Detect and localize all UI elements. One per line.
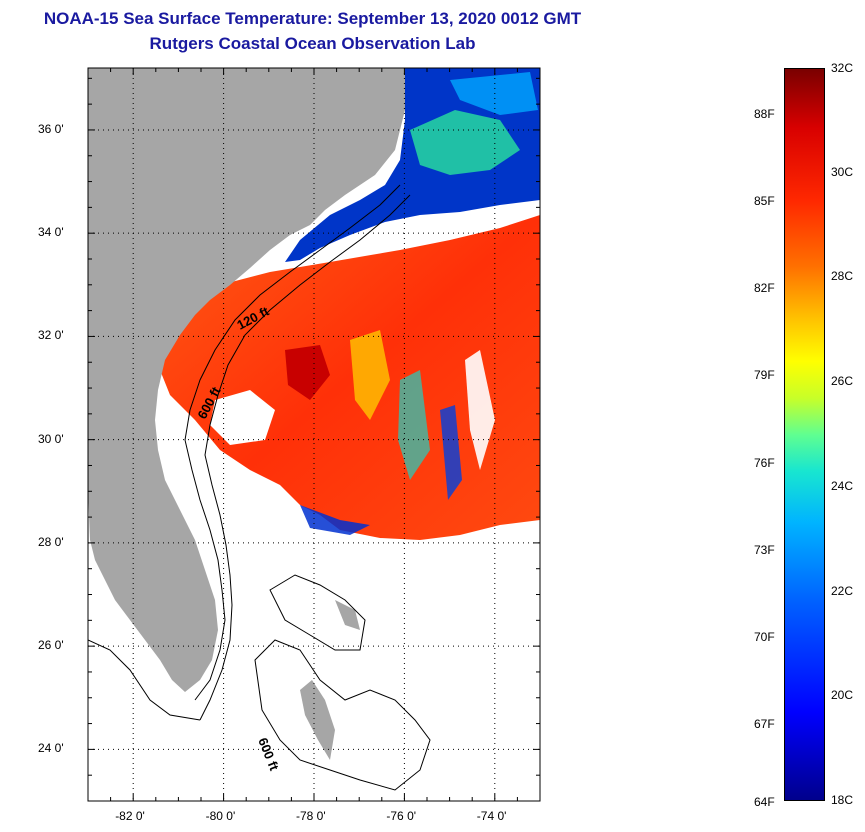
map-subtitle: Rutgers Coastal Ocean Observation Lab xyxy=(149,34,476,53)
lon-label: -74 0' xyxy=(476,809,507,823)
lon-label: -80 0' xyxy=(205,809,236,823)
lat-label: 32 0' xyxy=(38,328,64,343)
northern-green-patch xyxy=(410,110,520,175)
contour-120ft xyxy=(184,184,401,701)
lon-label: -82 0' xyxy=(115,809,145,823)
land-bahamas-1 xyxy=(300,680,335,760)
colorbar-fahrenheit-label: 79F xyxy=(754,368,775,383)
mixed-streak-2 xyxy=(398,370,430,480)
colorbar-celsius-label: 24C xyxy=(831,478,854,493)
colorbar-fahrenheit-label: 82F xyxy=(754,281,775,296)
colorbar-celsius-label: 30C xyxy=(831,164,854,179)
colorbar-celsius-label: 32C xyxy=(831,61,854,75)
lon-label: -78 0' xyxy=(296,809,326,823)
contour-600ft xyxy=(199,194,411,721)
colorbar-celsius-label: 20C xyxy=(831,688,854,703)
clear-gap xyxy=(210,390,275,445)
colorbar-fahrenheit-label: 70F xyxy=(754,630,775,645)
graticule xyxy=(88,68,540,801)
temperature-colorbar xyxy=(784,68,825,801)
colorbar-fahrenheit-label: 73F xyxy=(754,542,775,557)
lat-label: 34 0' xyxy=(38,225,64,240)
land-southeast-us xyxy=(88,68,405,692)
colorbar-fahrenheit-label: 67F xyxy=(754,717,775,732)
hot-core-patch xyxy=(285,345,330,400)
colorbar-celsius-label: 26C xyxy=(831,374,854,389)
colorbar-fahrenheit-label: 88F xyxy=(754,106,775,121)
colorbar-fahrenheit-label: 85F xyxy=(754,193,775,208)
map-title: NOAA-15 Sea Surface Temperature: Septemb… xyxy=(43,9,582,28)
lat-label: 36 0' xyxy=(38,121,64,136)
lat-label: 28 0' xyxy=(38,534,64,549)
contour-bahamas-bank xyxy=(254,639,431,791)
lat-label: 30 0' xyxy=(38,431,64,446)
colorbar-fahrenheit-label: 64F xyxy=(754,795,775,809)
southern-cool-fringe xyxy=(300,505,370,535)
lat-label: 24 0' xyxy=(38,741,64,756)
colorbar-celsius-label: 22C xyxy=(831,583,854,598)
lat-label: 26 0' xyxy=(38,638,64,653)
colorbar-celsius-label: 18C xyxy=(831,793,854,807)
mixed-streak-3 xyxy=(440,405,462,500)
mixed-streak-1 xyxy=(350,330,390,420)
lon-label: -76 0' xyxy=(386,809,417,823)
colorbar-celsius-label: 28C xyxy=(831,269,854,284)
contour-little-bahama-bank xyxy=(269,574,366,651)
land-bahamas-2 xyxy=(335,600,360,630)
mixed-streak-4 xyxy=(465,350,495,470)
northern-cyan-patch xyxy=(450,72,538,115)
axis-ticks xyxy=(88,68,540,801)
colorbar-fahrenheit-label: 76F xyxy=(754,455,775,470)
contour-florida-keys xyxy=(88,639,201,721)
